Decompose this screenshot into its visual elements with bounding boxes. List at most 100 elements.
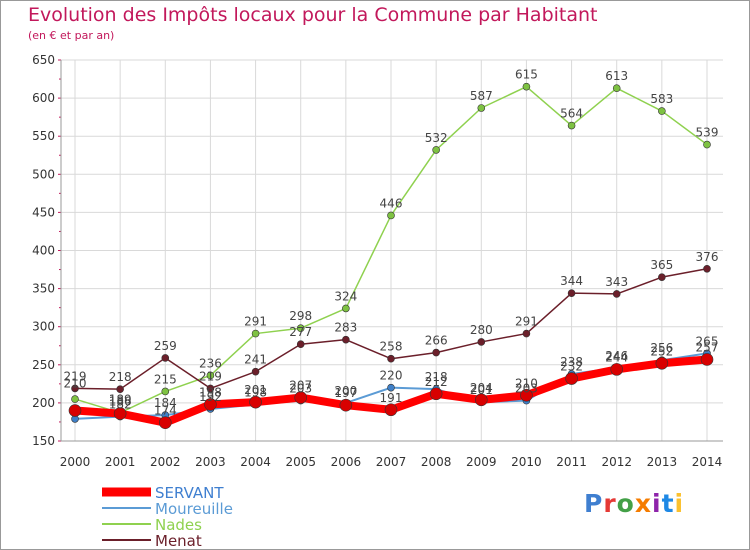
- y-tick-label: 250: [32, 358, 55, 372]
- data-label-nades: 532: [425, 131, 448, 145]
- data-label-moureuille: 184: [154, 396, 177, 410]
- data-point-menat: [567, 289, 576, 297]
- data-point-nades: [477, 104, 486, 112]
- data-point-menat: [658, 273, 666, 281]
- data-label-menat: 280: [470, 323, 493, 337]
- data-label-nades: 587: [470, 89, 493, 103]
- data-point-servant: [384, 403, 398, 417]
- data-label-menat: 277: [289, 325, 312, 339]
- x-tick-label: 2001: [105, 455, 136, 469]
- data-label-servant: 212: [425, 375, 448, 389]
- x-tick-label: 2013: [647, 455, 678, 469]
- proxiti-logo: Proxiti: [584, 489, 684, 518]
- data-label-moureuille: 203: [515, 382, 538, 396]
- data-label-menat: 343: [605, 275, 628, 289]
- data-point-servant: [520, 388, 533, 402]
- data-label-menat: 291: [515, 315, 538, 329]
- data-label-moureuille: 203: [289, 382, 312, 396]
- logo-letter: x: [634, 489, 652, 518]
- legend-label-moureuille: Moureuille: [155, 500, 233, 518]
- data-point-menat: [477, 338, 486, 346]
- x-tick-label: 2008: [421, 455, 452, 469]
- data-point-servant: [339, 398, 353, 412]
- data-label-menat: 219: [199, 369, 222, 383]
- data-label-nades: 615: [515, 68, 538, 82]
- data-label-servant: 210: [64, 376, 87, 390]
- data-label-nades: 613: [605, 69, 628, 83]
- data-point-servant: [429, 387, 443, 401]
- x-tick-label: 2007: [376, 455, 407, 469]
- data-point-nades: [432, 146, 440, 154]
- data-label-nades: 583: [650, 92, 673, 106]
- data-label-servant: 210: [515, 376, 538, 390]
- data-label-menat: 241: [244, 353, 267, 367]
- data-label-menat: 344: [560, 274, 583, 288]
- data-point-nades: [567, 121, 576, 130]
- data-label-servant: 201: [244, 383, 267, 397]
- data-point-servant: [474, 393, 488, 407]
- logo-letter: o: [616, 489, 635, 518]
- data-label-menat: 376: [696, 250, 719, 264]
- data-label-servant: 204: [470, 381, 493, 395]
- data-point-menat: [342, 335, 350, 344]
- data-label-servant: 252: [650, 344, 673, 358]
- data-point-menat: [703, 264, 711, 273]
- data-label-moureuille: 220: [380, 369, 403, 383]
- logo-letter: P: [584, 489, 604, 518]
- x-tick-label: 2014: [692, 455, 723, 469]
- data-label-nades: 324: [334, 289, 357, 303]
- data-label-nades: 564: [560, 107, 583, 121]
- data-point-nades: [342, 304, 350, 313]
- x-tick-label: 2005: [285, 455, 316, 469]
- data-label-moureuille: 201: [470, 383, 493, 397]
- data-label-menat: 365: [650, 258, 673, 272]
- data-point-servant: [565, 372, 578, 385]
- data-point-menat: [432, 348, 440, 357]
- x-tick-label: 2010: [511, 455, 542, 469]
- y-tick-label: 400: [32, 244, 55, 258]
- logo-letter: t: [661, 489, 675, 518]
- x-tick-label: 2002: [150, 455, 181, 469]
- data-label-servant: 191: [380, 391, 403, 405]
- data-label-menat: 259: [154, 339, 177, 353]
- data-label-moureuille: 189: [109, 392, 132, 406]
- y-tick-label: 350: [32, 282, 55, 296]
- series-layer: [68, 82, 714, 430]
- data-point-servant: [158, 416, 172, 430]
- data-point-servant: [204, 398, 217, 411]
- data-label-moureuille: 218: [425, 370, 448, 384]
- data-label-nades: 291: [244, 315, 267, 329]
- data-label-menat: 219: [64, 369, 87, 383]
- data-point-moureuille: [387, 383, 395, 392]
- x-tick-label: 2004: [240, 455, 271, 469]
- data-point-menat: [296, 340, 305, 349]
- data-point-nades: [387, 211, 395, 220]
- data-label-servant: 174: [154, 404, 177, 418]
- x-tick-label: 2006: [331, 455, 362, 469]
- y-tick-label: 200: [32, 396, 55, 410]
- x-tick-label: 2011: [556, 455, 587, 469]
- label-layer: 182 215 236 291 298 324 446 532 587 615 564 613 583 5…: [64, 68, 719, 418]
- data-point-menat: [522, 329, 531, 338]
- data-label-servant: 232: [560, 360, 583, 374]
- x-tick-label: 2009: [466, 455, 497, 469]
- data-label-servant: 197: [334, 386, 357, 400]
- data-point-servant: [113, 407, 127, 420]
- data-point-menat: [116, 385, 124, 393]
- data-label-nades: 182: [109, 398, 132, 412]
- y-tick-label: 300: [32, 320, 55, 334]
- data-label-moureuille: 198: [244, 385, 267, 399]
- y-tick-label: 450: [32, 205, 55, 219]
- legend-label-menat: Menat: [155, 532, 202, 549]
- data-point-servant: [700, 353, 714, 366]
- y-tick-label: 150: [32, 434, 55, 448]
- y-tick-label: 650: [32, 53, 55, 67]
- data-label-moureuille: 192: [199, 390, 222, 404]
- data-label-moureuille: 256: [650, 341, 673, 355]
- data-point-menat: [206, 384, 215, 393]
- data-label-menat: 266: [425, 334, 448, 348]
- data-point-nades: [251, 329, 260, 338]
